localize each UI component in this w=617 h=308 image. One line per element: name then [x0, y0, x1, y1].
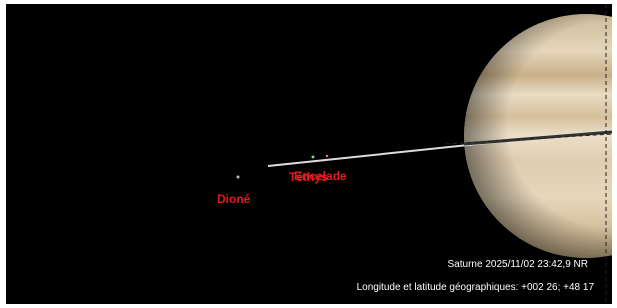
moon-dot[interactable]: [326, 155, 328, 157]
object-time: Saturne 2025/11/02 23:42,9 NR: [448, 259, 588, 270]
moon-dot[interactable]: [312, 156, 315, 159]
location: Longitude et latitude géographiques: +00…: [357, 282, 595, 293]
sky-canvas: Dioné Téthys Encelade Saturne 2025/11/02…: [6, 4, 612, 304]
saturn-shade: [464, 14, 612, 258]
moon-label[interactable]: Dioné: [217, 192, 251, 206]
moon-label[interactable]: Encelade: [294, 169, 347, 183]
moon-dot[interactable]: [237, 176, 240, 179]
sky-view[interactable]: Dioné Téthys Encelade Saturne 2025/11/02…: [6, 4, 612, 304]
